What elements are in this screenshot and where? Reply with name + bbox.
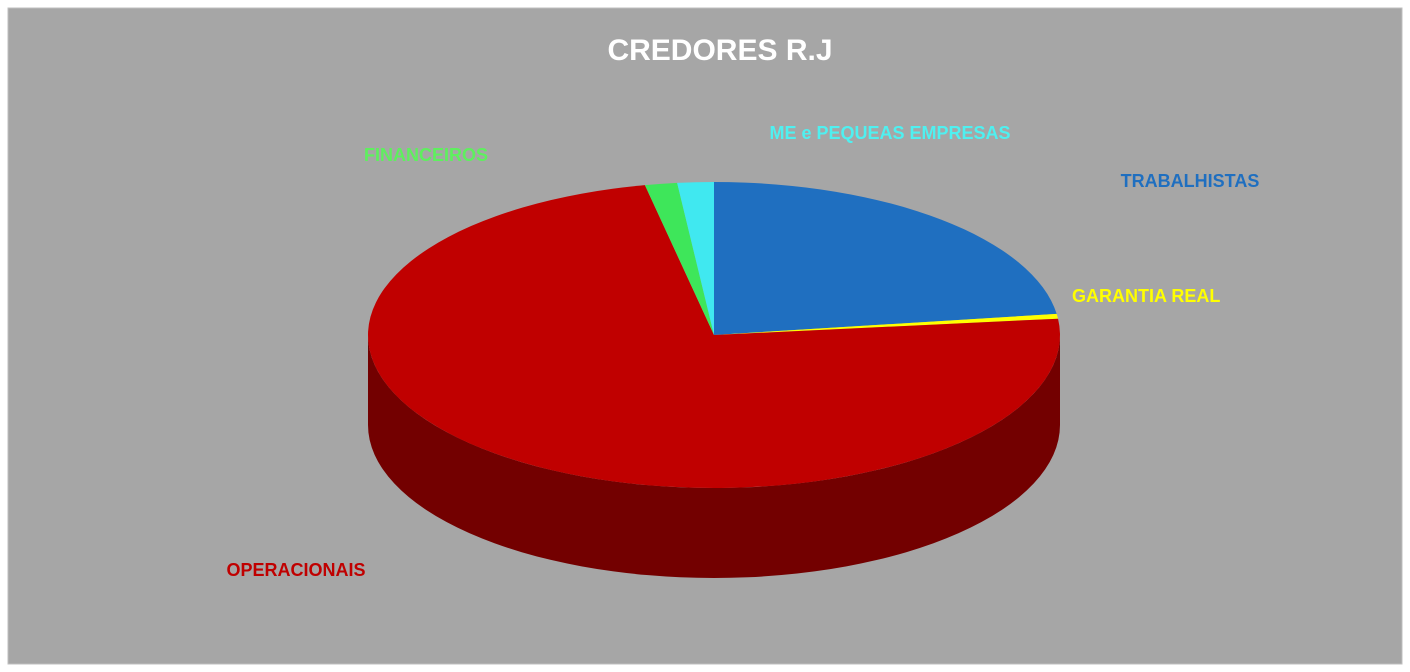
pie-slice xyxy=(714,182,1057,335)
pie-slice xyxy=(714,313,1059,335)
pie-slice xyxy=(677,182,714,335)
slice-label: FINANCEIROS xyxy=(364,145,488,165)
slice-label: OPERACIONAIS xyxy=(226,560,365,580)
slice-label: TRABALHISTAS xyxy=(1121,171,1260,191)
slice-label: GARANTIA REAL xyxy=(1072,286,1220,306)
slice-label: ME e PEQUEAS EMPRESAS xyxy=(769,123,1010,143)
pie-slice-side xyxy=(368,335,1060,578)
chart-title: CREDORES R.J xyxy=(607,34,832,67)
pie-slice xyxy=(367,185,1060,489)
pie-slice xyxy=(644,182,714,335)
